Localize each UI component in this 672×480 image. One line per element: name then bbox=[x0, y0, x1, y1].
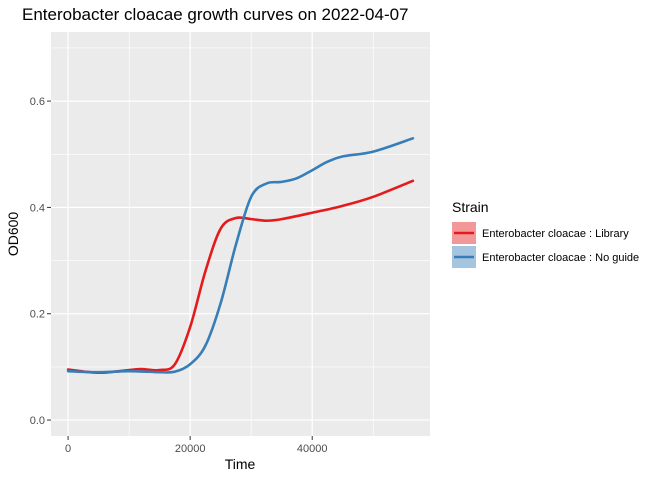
x-tick-label: 20000 bbox=[175, 443, 206, 455]
y-tick-label: 0.0 bbox=[30, 415, 45, 427]
y-tick-label: 0.2 bbox=[30, 309, 45, 321]
legend-label-no-guide: Enterobacter cloacae : No guide bbox=[482, 252, 639, 264]
x-axis-label: Time bbox=[225, 456, 256, 472]
plot-panel bbox=[51, 32, 430, 436]
axes: 0 20000 40000 0.0 0.2 0.4 0.6 bbox=[30, 96, 328, 455]
x-tick-label: 0 bbox=[65, 443, 71, 455]
series-line-no-guide bbox=[66, 137, 415, 374]
series-line-library bbox=[66, 179, 415, 375]
legend: Strain Enterobacter cloacae : Library Ent… bbox=[452, 199, 639, 268]
series-lines bbox=[66, 137, 415, 375]
legend-title: Strain bbox=[452, 199, 489, 215]
legend-label-library: Enterobacter cloacae : Library bbox=[482, 228, 629, 240]
gridlines bbox=[51, 32, 430, 436]
x-tick-label: 40000 bbox=[297, 443, 328, 455]
y-tick-label: 0.6 bbox=[30, 96, 45, 108]
y-axis-label: OD600 bbox=[5, 212, 21, 257]
y-tick-label: 0.4 bbox=[30, 202, 45, 214]
chart-title: Enterobacter cloacae growth curves on 20… bbox=[22, 5, 409, 24]
